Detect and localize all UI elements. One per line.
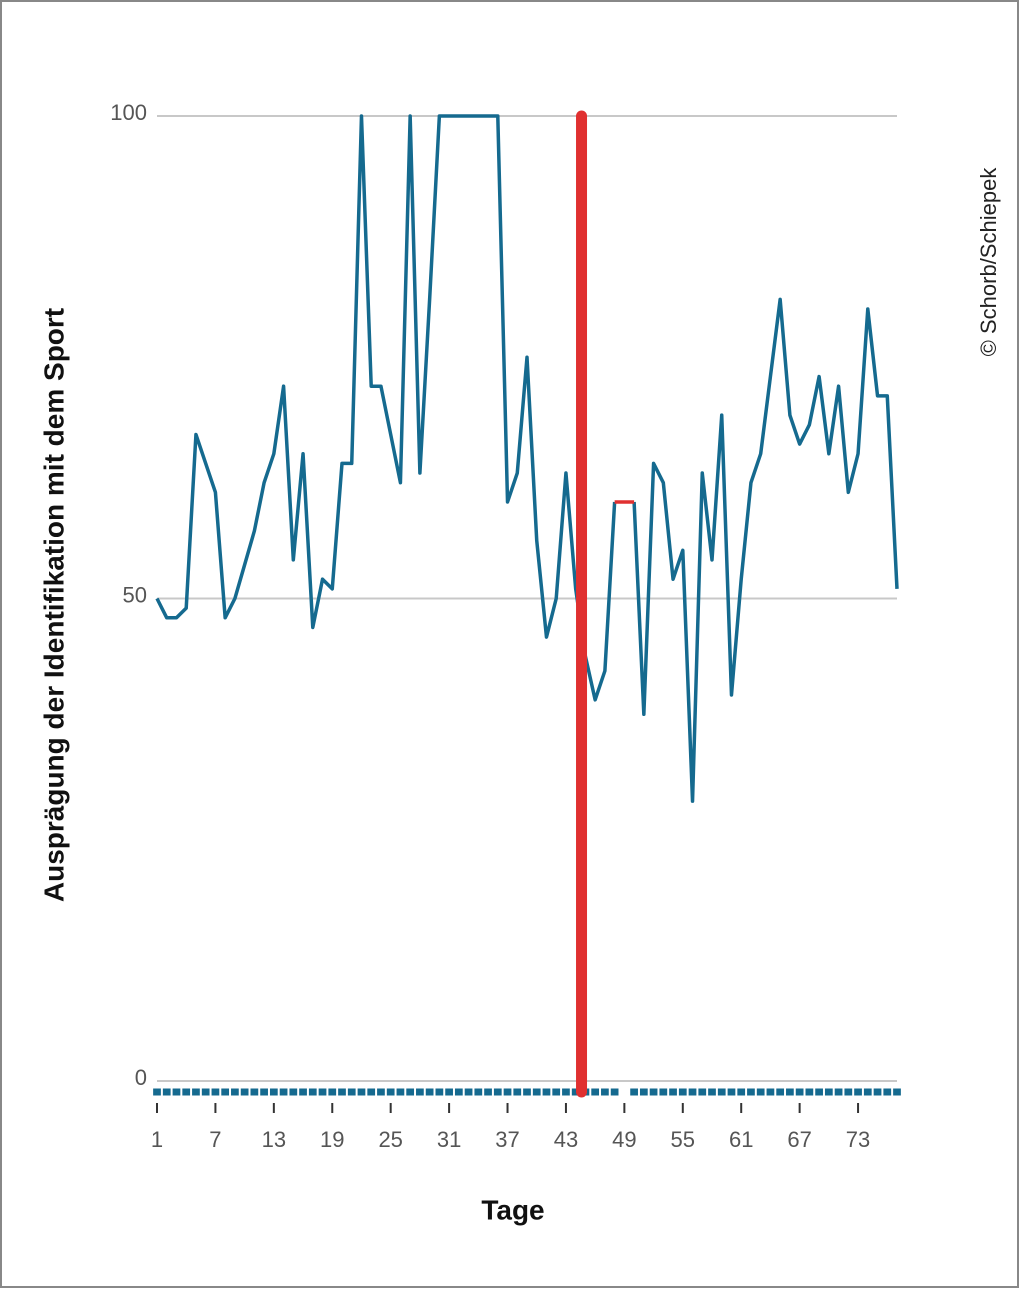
- x-tick-label: 67: [787, 1127, 811, 1152]
- x-tick-label: 7: [209, 1127, 221, 1152]
- x-tick-label: 1: [151, 1127, 163, 1152]
- x-tick-label: 49: [612, 1127, 636, 1152]
- x-axis-title: Tage: [481, 1194, 544, 1225]
- y-axis-title: Ausprägung der Identifikation mit dem Sp…: [38, 308, 69, 902]
- data-line: [155, 114, 899, 803]
- x-tick-label: 55: [671, 1127, 695, 1152]
- y-tick-label: 0: [135, 1065, 147, 1090]
- x-tick-label: 25: [378, 1127, 402, 1152]
- x-tick-label: 61: [729, 1127, 753, 1152]
- x-tick-label: 31: [437, 1127, 461, 1152]
- credit: © Schorb/Schiepek: [976, 167, 1001, 357]
- x-tick-label: 43: [554, 1127, 578, 1152]
- x-tick-label: 13: [262, 1127, 286, 1152]
- x-tick-label: 37: [495, 1127, 519, 1152]
- y-tick-label: 50: [123, 582, 147, 607]
- x-tick-label: 19: [320, 1127, 344, 1152]
- x-tick-label: 73: [846, 1127, 870, 1152]
- y-tick-label: 100: [110, 100, 147, 125]
